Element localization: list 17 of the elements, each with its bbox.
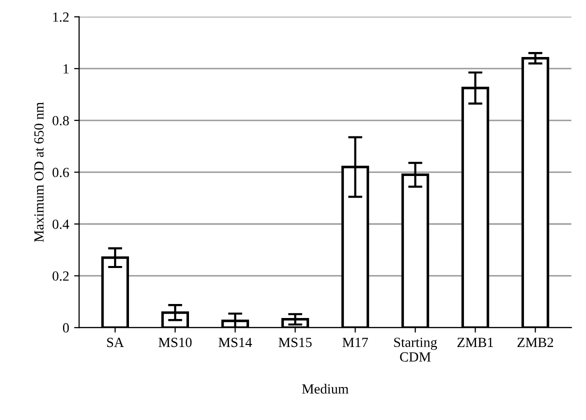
y-tick-label: 0 bbox=[62, 323, 69, 333]
y-tick-label: 0.8 bbox=[52, 116, 69, 126]
y-axis-title: Maximum OD at 650 nm bbox=[34, 102, 44, 242]
x-tick-label: ZMB2 bbox=[517, 338, 554, 347]
y-tick-label: 0.2 bbox=[52, 271, 69, 281]
y-tick-label: 0.6 bbox=[52, 168, 69, 178]
y-tick-label: 1.2 bbox=[53, 12, 69, 22]
x-tick-label: MS15 bbox=[278, 338, 312, 348]
x-tick-label: ZMB1 bbox=[457, 338, 493, 347]
x-axis-title: Medium bbox=[302, 384, 349, 394]
x-tick-label: MS10 bbox=[158, 338, 192, 348]
y-tick-label: 0.4 bbox=[52, 220, 70, 230]
x-tick-label: M17 bbox=[342, 338, 368, 347]
x-tick-label: MS14 bbox=[218, 338, 252, 348]
x-tick-label: Starting CDM bbox=[394, 338, 437, 362]
x-tick-label: SA bbox=[107, 338, 124, 348]
y-tick-label: 1 bbox=[64, 64, 69, 74]
